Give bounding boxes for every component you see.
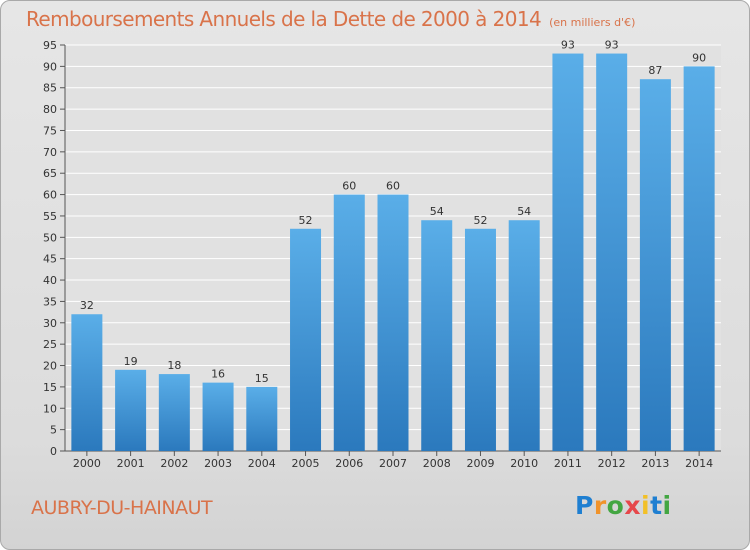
y-tick-label: 30 [43, 317, 57, 330]
data-label: 52 [299, 214, 313, 227]
bar [158, 374, 190, 451]
x-tick-label: 2002 [160, 457, 188, 470]
bar [290, 228, 322, 451]
y-tick-label: 15 [43, 381, 57, 394]
bar [552, 53, 584, 452]
data-label: 93 [561, 39, 575, 52]
bar [508, 220, 540, 451]
y-tick-label: 35 [43, 295, 57, 308]
x-tick-label: 2001 [117, 457, 145, 470]
data-label: 60 [386, 180, 400, 193]
bar [115, 369, 147, 451]
bar [683, 66, 715, 452]
bar [333, 194, 365, 451]
data-label: 87 [648, 64, 662, 77]
logo-letter: r [593, 491, 607, 520]
data-label: 90 [692, 51, 706, 64]
y-tick-label: 10 [43, 402, 57, 415]
logo-letter: t [650, 491, 663, 520]
y-tick-label: 45 [43, 253, 57, 266]
x-tick-label: 2005 [292, 457, 320, 470]
data-label: 16 [211, 368, 225, 381]
y-tick-label: 60 [43, 189, 57, 202]
x-tick-label: 2000 [73, 457, 101, 470]
y-tick-label: 20 [43, 360, 57, 373]
x-tick-label: 2006 [335, 457, 363, 470]
y-tick-label: 5 [50, 424, 57, 437]
x-tick-label: 2011 [554, 457, 582, 470]
x-tick-label: 2007 [379, 457, 407, 470]
data-label: 19 [124, 355, 138, 368]
bar [639, 79, 671, 451]
logo-letter: i [662, 491, 672, 520]
bar [464, 228, 496, 451]
data-label: 60 [342, 180, 356, 193]
logo-letter: i [641, 491, 651, 520]
city-name: AUBRY-DU-HAINAUT [31, 497, 213, 519]
logo-letter: P [575, 491, 594, 520]
bar [596, 53, 628, 452]
bar [71, 314, 103, 451]
y-tick-label: 65 [43, 167, 57, 180]
data-label: 18 [167, 359, 181, 372]
proxiti-logo: Proxiti [575, 491, 672, 520]
x-tick-label: 2003 [204, 457, 232, 470]
data-label: 32 [80, 299, 94, 312]
y-tick-label: 25 [43, 338, 57, 351]
chart-title-text: Remboursements Annuels de la Dette de 20… [26, 7, 542, 31]
x-tick-label: 2004 [248, 457, 276, 470]
y-tick-label: 70 [43, 146, 57, 159]
y-tick-label: 95 [43, 39, 57, 52]
y-tick-label: 90 [43, 60, 57, 73]
y-tick-label: 0 [50, 445, 57, 458]
chart-unit: (en milliers d'€) [549, 16, 636, 29]
x-tick-label: 2013 [641, 457, 669, 470]
y-tick-label: 80 [43, 103, 57, 116]
y-tick-label: 75 [43, 124, 57, 137]
x-tick-label: 2014 [685, 457, 713, 470]
bar [246, 386, 278, 451]
data-label: 93 [605, 39, 619, 52]
x-tick-label: 2009 [466, 457, 494, 470]
y-tick-label: 85 [43, 82, 57, 95]
data-label: 54 [430, 205, 444, 218]
y-tick-label: 50 [43, 231, 57, 244]
x-tick-label: 2008 [423, 457, 451, 470]
data-label: 54 [517, 205, 531, 218]
logo-letter: o [606, 491, 625, 520]
chart-title: Remboursements Annuels de la Dette de 20… [26, 7, 635, 31]
logo-letter: x [624, 491, 641, 520]
data-label: 15 [255, 372, 269, 385]
bar [202, 382, 234, 451]
x-tick-label: 2010 [510, 457, 538, 470]
x-tick-label: 2012 [598, 457, 626, 470]
bar [377, 194, 409, 451]
bar [421, 220, 453, 451]
y-tick-label: 40 [43, 274, 57, 287]
data-label: 52 [473, 214, 487, 227]
y-tick-label: 55 [43, 210, 57, 223]
